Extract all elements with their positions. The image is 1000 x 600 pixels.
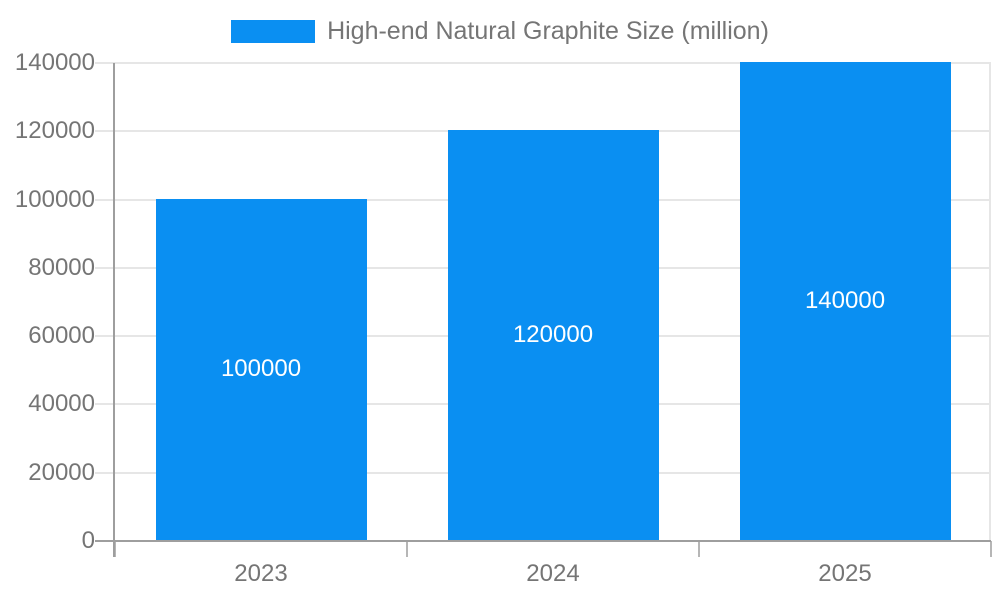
y-axis-label-120000: 120000 bbox=[14, 117, 95, 145]
x-axis-tick-1 bbox=[406, 541, 408, 557]
x-axis-tick-0 bbox=[114, 541, 116, 557]
y-axis-label-140000: 140000 bbox=[14, 49, 95, 76]
y-axis-label-20000: 20000 bbox=[28, 458, 95, 486]
x-axis-line bbox=[95, 540, 991, 542]
legend-label: High-end Natural Graphite Size (million) bbox=[327, 17, 769, 45]
y-axis-line bbox=[113, 63, 115, 557]
bar-value-label-2023: 100000 bbox=[220, 355, 302, 383]
bar-2025[interactable]: 140000 bbox=[739, 62, 951, 540]
bar-value-label-2025: 140000 bbox=[804, 287, 886, 314]
chart-legend[interactable]: High-end Natural Graphite Size (million) bbox=[0, 17, 1000, 46]
x-axis-label-2024: 2024 bbox=[526, 560, 580, 587]
y-axis-label-60000: 60000 bbox=[28, 322, 95, 350]
x-axis-tick-2 bbox=[698, 541, 700, 557]
legend-swatch bbox=[231, 20, 316, 43]
gridline-140000 bbox=[95, 62, 991, 64]
y-axis-label-100000: 100000 bbox=[14, 185, 95, 213]
bar-value-label-2024: 120000 bbox=[512, 321, 594, 349]
y-axis-label-40000: 40000 bbox=[28, 390, 95, 418]
y-axis-label-0: 0 bbox=[81, 527, 95, 554]
x-axis-label-2025: 2025 bbox=[818, 560, 872, 587]
bar-2023[interactable]: 100000 bbox=[155, 198, 367, 540]
x-axis-tick-3 bbox=[990, 541, 992, 557]
bar-2024[interactable]: 120000 bbox=[447, 130, 659, 540]
plot-right-border bbox=[989, 63, 991, 541]
x-axis-label-2023: 2023 bbox=[234, 560, 288, 587]
y-axis-label-80000: 80000 bbox=[28, 253, 95, 281]
